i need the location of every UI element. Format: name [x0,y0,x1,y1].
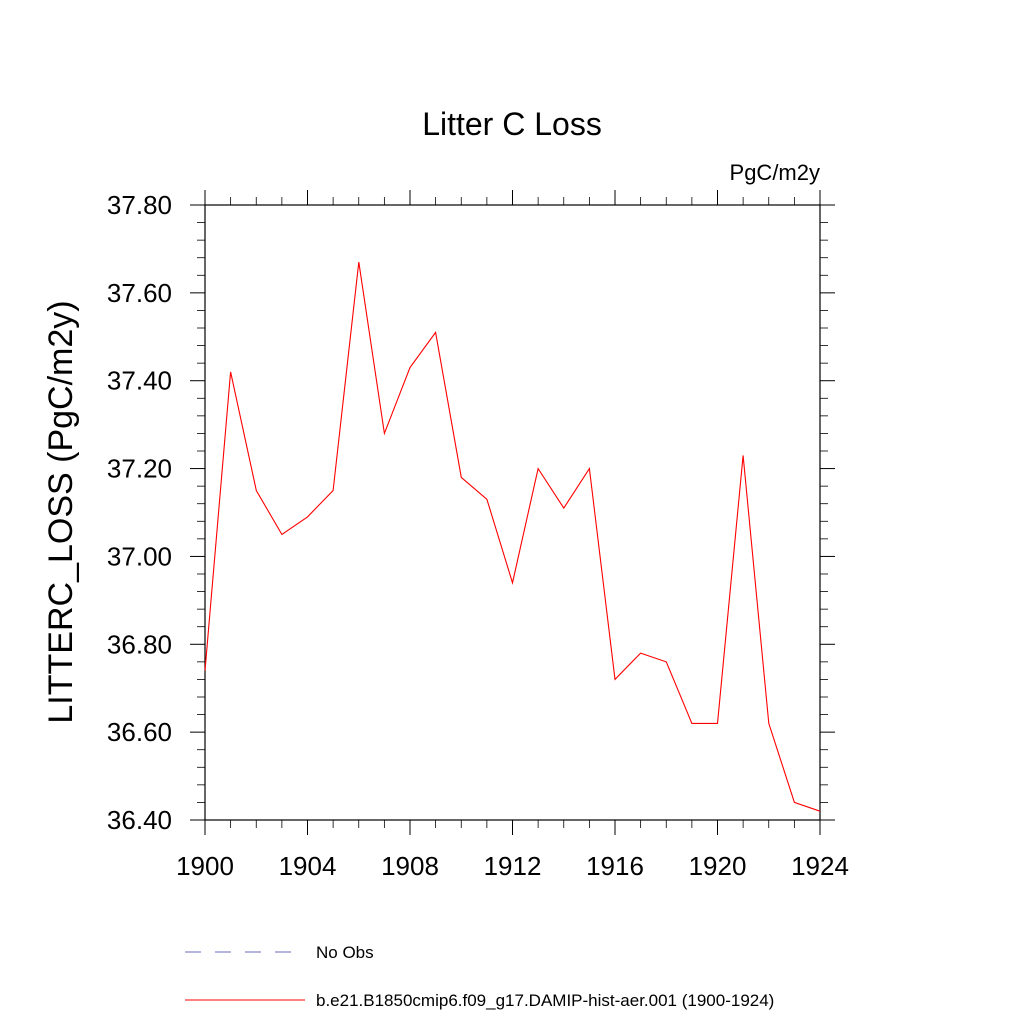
y-tick-label: 37.20 [107,454,172,484]
y-tick-label: 36.60 [107,717,172,747]
axis-tick-labels: 1900 1904 1908 1912 1916 1920 1924 36.40 36.60 36… [107,190,849,881]
x-tick-label: 1912 [484,851,542,881]
legend: No Obs b.e21.B1850cmip6.f09_g17.DAMIP-his… [185,943,774,1010]
x-tick-label: 1924 [791,851,849,881]
plot-frame [204,204,821,821]
y-tick-label: 37.80 [107,190,172,220]
y-tick-label: 36.80 [107,629,172,659]
x-tick-label: 1904 [279,851,337,881]
units-label: PgC/m2y [730,160,820,185]
chart-title: Litter C Loss [422,106,602,142]
y-tick-label: 36.40 [107,805,172,835]
y-axis-title: LITTERC_LOSS (PgC/m2y) [42,300,80,723]
y-tick-label: 37.40 [107,366,172,396]
x-tick-label: 1900 [176,851,234,881]
x-tick-label: 1908 [381,851,439,881]
x-tick-label: 1916 [586,851,644,881]
y-tick-label: 37.60 [107,278,172,308]
series-layer [204,262,821,812]
legend-label-1: b.e21.B1850cmip6.f09_g17.DAMIP-hist-aer.… [316,991,774,1010]
legend-label-0: No Obs [316,943,374,962]
axis-ticks [190,190,835,835]
y-tick-label: 37.00 [107,541,172,571]
x-tick-label: 1920 [689,851,747,881]
series-line-0 [204,262,821,812]
